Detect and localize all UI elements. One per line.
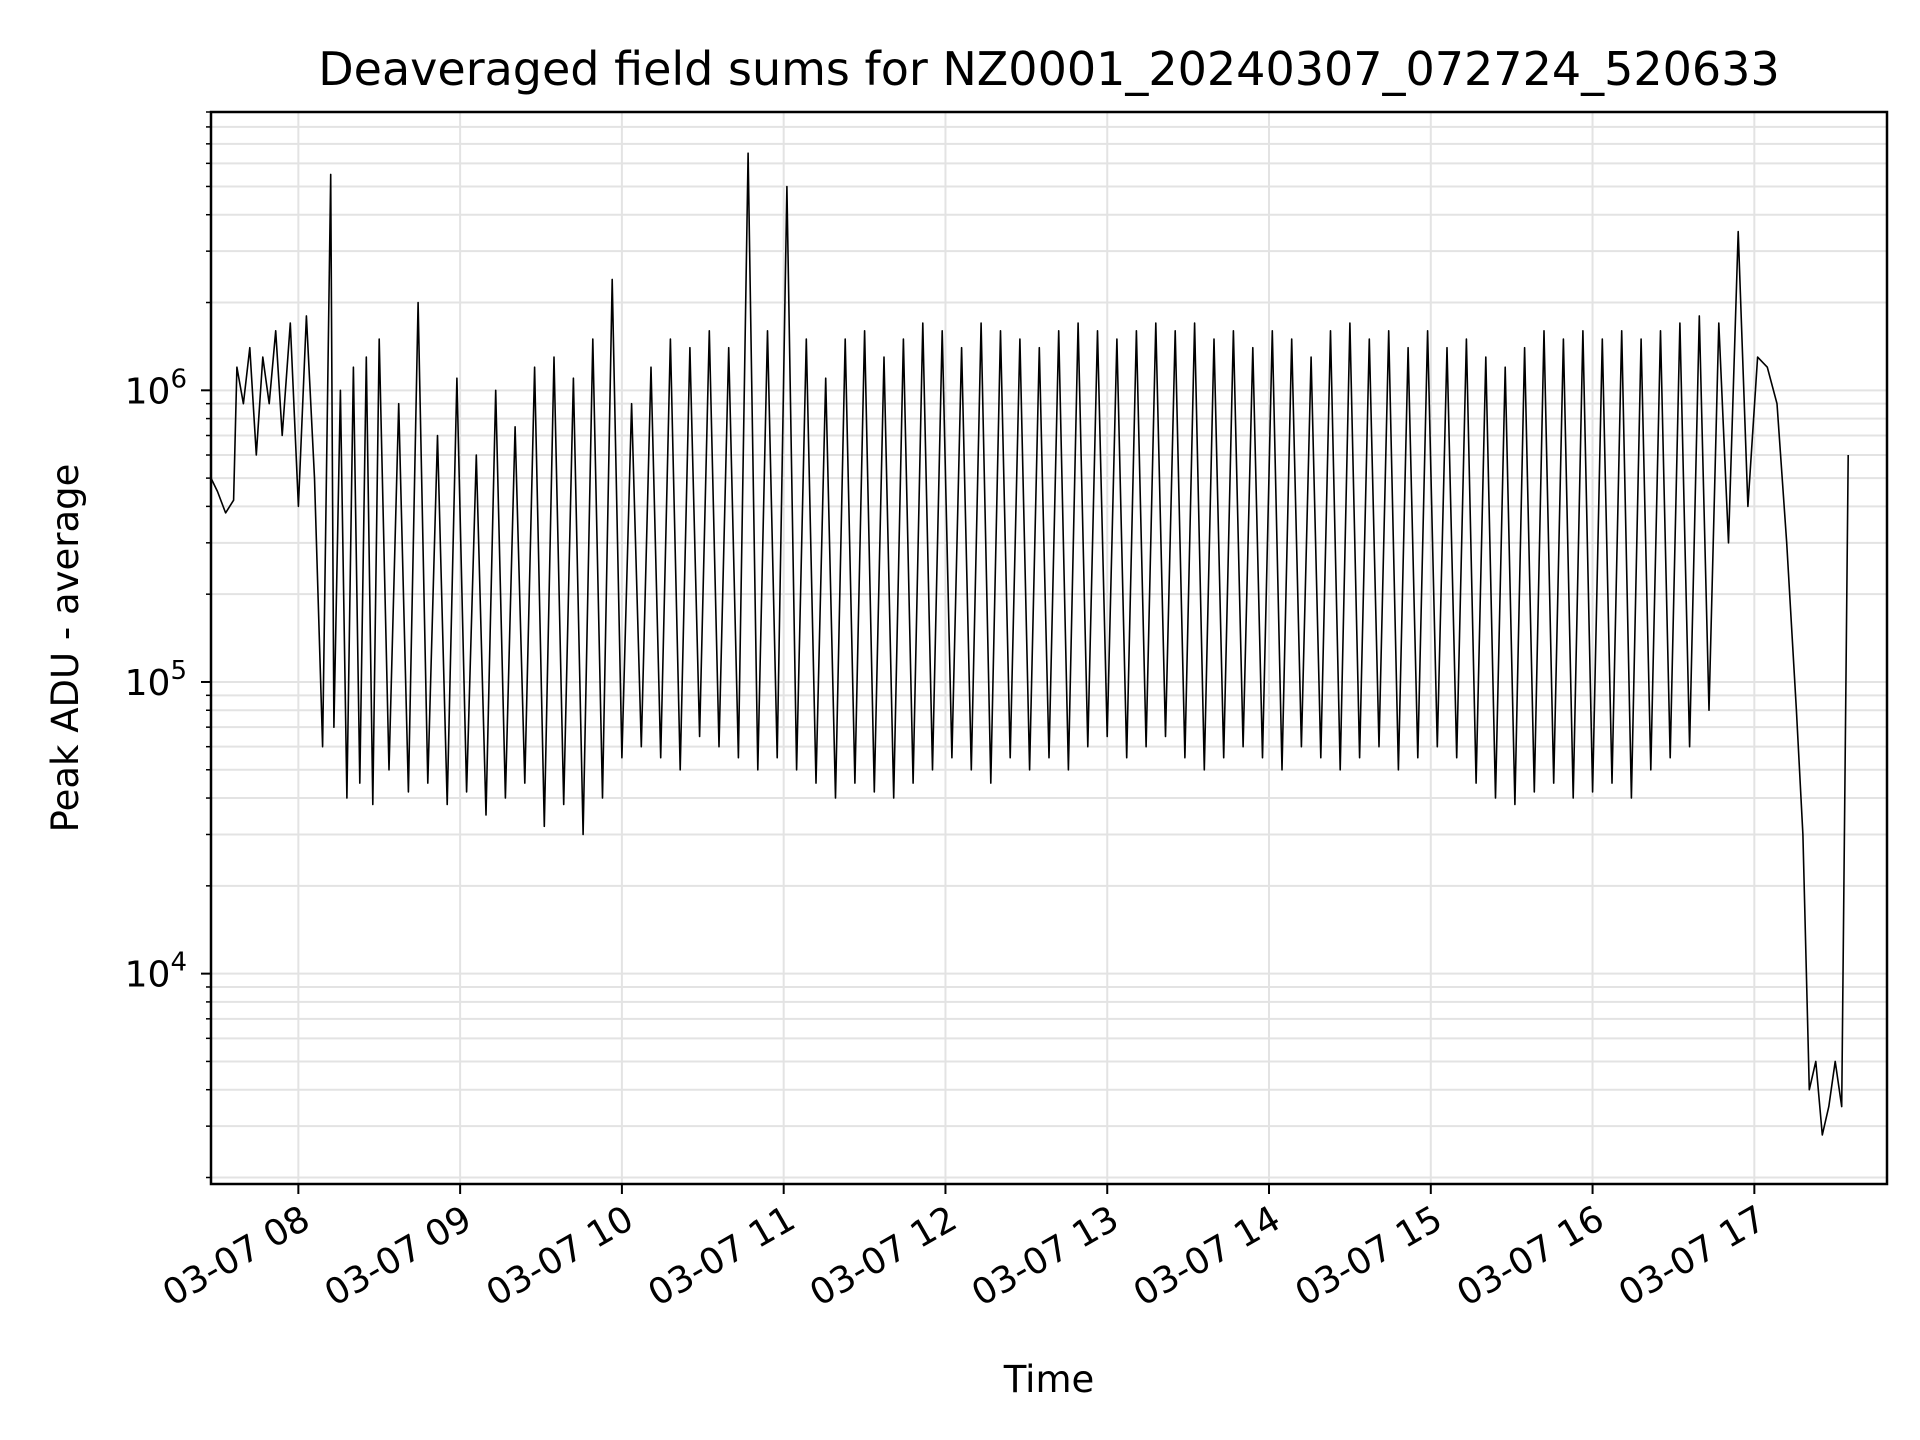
y-axis: 104 105 106 [125,111,211,1179]
data-series-line [210,152,1849,1136]
chart-title: Deaveraged field sums for NZ0001_2024030… [318,42,1779,96]
x-axis-label: Time [1003,1358,1095,1401]
plot-area [210,152,1849,1136]
y-axis-label: Peak ADU - average [44,464,87,833]
y-tick-label: 104 [125,948,187,996]
y-tick-label: 106 [125,364,187,412]
y-tick-label: 105 [125,656,187,704]
plot-frame [209,110,1889,1186]
